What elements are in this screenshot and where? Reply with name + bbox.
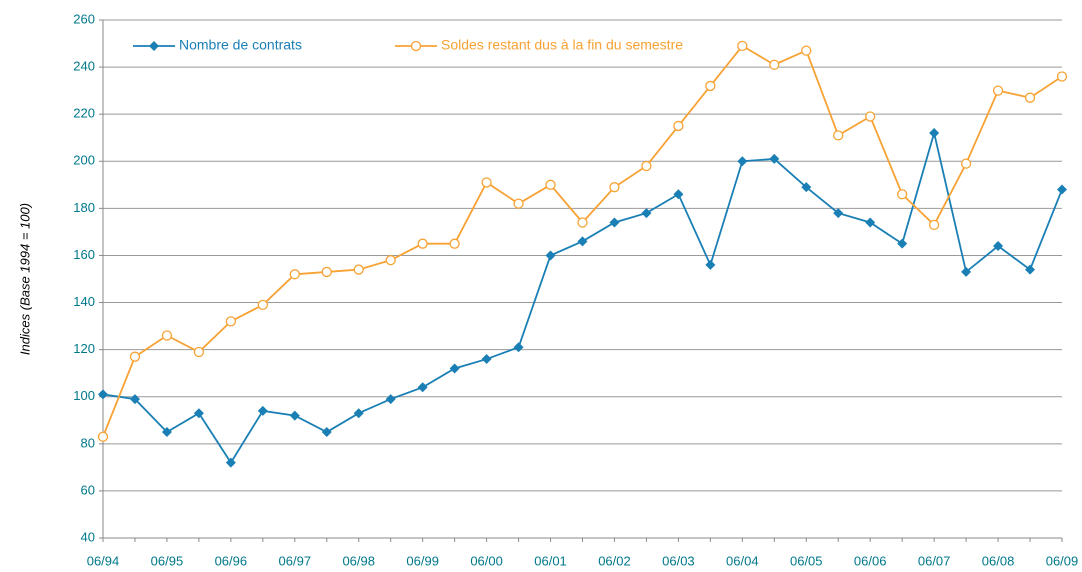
data-point xyxy=(769,59,780,70)
data-point xyxy=(897,238,908,249)
data-point xyxy=(385,394,396,405)
y-tick-label: 40 xyxy=(81,529,95,544)
data-point xyxy=(161,330,173,341)
x-tick-label: 06/99 xyxy=(406,553,439,568)
data-point xyxy=(609,182,620,193)
data-point xyxy=(1024,92,1036,103)
data-point xyxy=(865,217,876,228)
legend-label: Soldes restant dus à la fin du semestre xyxy=(441,37,683,53)
data-point xyxy=(353,408,364,419)
legend-marker xyxy=(410,40,422,52)
data-point xyxy=(1025,264,1036,275)
data-point xyxy=(97,431,109,442)
x-tick-label: 06/06 xyxy=(854,553,887,568)
x-tick-label: 06/97 xyxy=(279,553,312,568)
data-point xyxy=(193,346,205,358)
y-tick-label: 60 xyxy=(81,482,95,497)
data-point xyxy=(513,198,524,209)
data-point xyxy=(481,354,492,365)
data-point xyxy=(609,217,620,228)
data-point xyxy=(737,40,748,52)
data-point xyxy=(225,457,236,468)
data-point xyxy=(1056,71,1068,82)
data-point xyxy=(98,389,108,400)
data-point xyxy=(513,342,524,353)
legend-marker xyxy=(149,41,159,51)
data-point xyxy=(449,363,460,374)
x-tick-label: 06/01 xyxy=(534,553,567,568)
data-point xyxy=(385,255,396,266)
x-tick-label: 06/96 xyxy=(215,553,248,568)
data-point xyxy=(481,177,492,188)
data-point xyxy=(705,259,716,270)
y-tick-label: 140 xyxy=(73,294,95,309)
y-tick-label: 160 xyxy=(73,247,95,262)
data-point xyxy=(321,266,332,278)
y-tick-label: 200 xyxy=(73,153,95,168)
data-point xyxy=(801,182,812,193)
data-point xyxy=(545,250,556,261)
data-point xyxy=(417,238,428,249)
y-tick-label: 240 xyxy=(73,59,95,74)
data-point xyxy=(769,153,780,164)
y-tick-label: 80 xyxy=(81,435,95,450)
data-point xyxy=(929,128,940,139)
x-tick-label: 06/94 xyxy=(87,553,120,568)
x-tick-label: 06/05 xyxy=(790,553,823,568)
series-line xyxy=(102,129,1063,465)
data-point xyxy=(161,427,172,438)
data-point xyxy=(289,269,300,280)
data-point xyxy=(225,316,237,327)
data-point xyxy=(129,394,140,405)
data-point xyxy=(289,410,300,421)
data-point xyxy=(993,241,1004,252)
x-tick-label: 06/02 xyxy=(598,553,631,568)
data-point xyxy=(257,299,268,311)
data-point xyxy=(353,264,364,275)
data-point xyxy=(673,189,684,200)
y-tick-label: 220 xyxy=(73,106,95,121)
data-point xyxy=(257,405,268,416)
y-tick-label: 120 xyxy=(73,341,95,356)
data-point xyxy=(449,238,460,249)
data-point xyxy=(897,189,908,200)
data-point xyxy=(129,351,141,362)
data-point xyxy=(865,111,876,122)
data-point xyxy=(833,208,844,219)
data-point xyxy=(992,85,1004,96)
data-point xyxy=(928,219,940,230)
data-point xyxy=(545,179,556,190)
data-point xyxy=(577,236,588,247)
data-point xyxy=(417,382,428,393)
x-tick-label: 06/08 xyxy=(982,553,1015,568)
x-tick-label: 06/00 xyxy=(470,553,503,568)
data-point xyxy=(1057,184,1067,195)
data-point xyxy=(833,130,844,141)
data-point xyxy=(961,266,972,277)
data-point xyxy=(321,427,332,438)
data-point xyxy=(641,160,652,172)
y-tick-label: 100 xyxy=(73,388,95,403)
y-tick-label: 260 xyxy=(73,11,95,26)
x-tick-label: 06/95 xyxy=(151,553,184,568)
x-tick-label: 06/98 xyxy=(342,553,375,568)
data-point xyxy=(705,80,716,92)
y-axis-label: Indices (Base 1994 = 100) xyxy=(17,203,32,355)
data-point xyxy=(801,45,812,56)
legend-label: Nombre de contrats xyxy=(179,37,302,53)
x-tick-label: 06/09 xyxy=(1046,553,1079,568)
data-point xyxy=(193,408,204,419)
x-tick-label: 06/07 xyxy=(918,553,951,568)
data-point xyxy=(960,158,972,169)
x-tick-label: 06/04 xyxy=(726,553,759,568)
data-point xyxy=(673,120,684,132)
y-tick-label: 180 xyxy=(73,200,95,215)
x-tick-label: 06/03 xyxy=(662,553,695,568)
data-point xyxy=(641,208,652,219)
data-point xyxy=(577,217,588,228)
data-point xyxy=(737,156,748,167)
